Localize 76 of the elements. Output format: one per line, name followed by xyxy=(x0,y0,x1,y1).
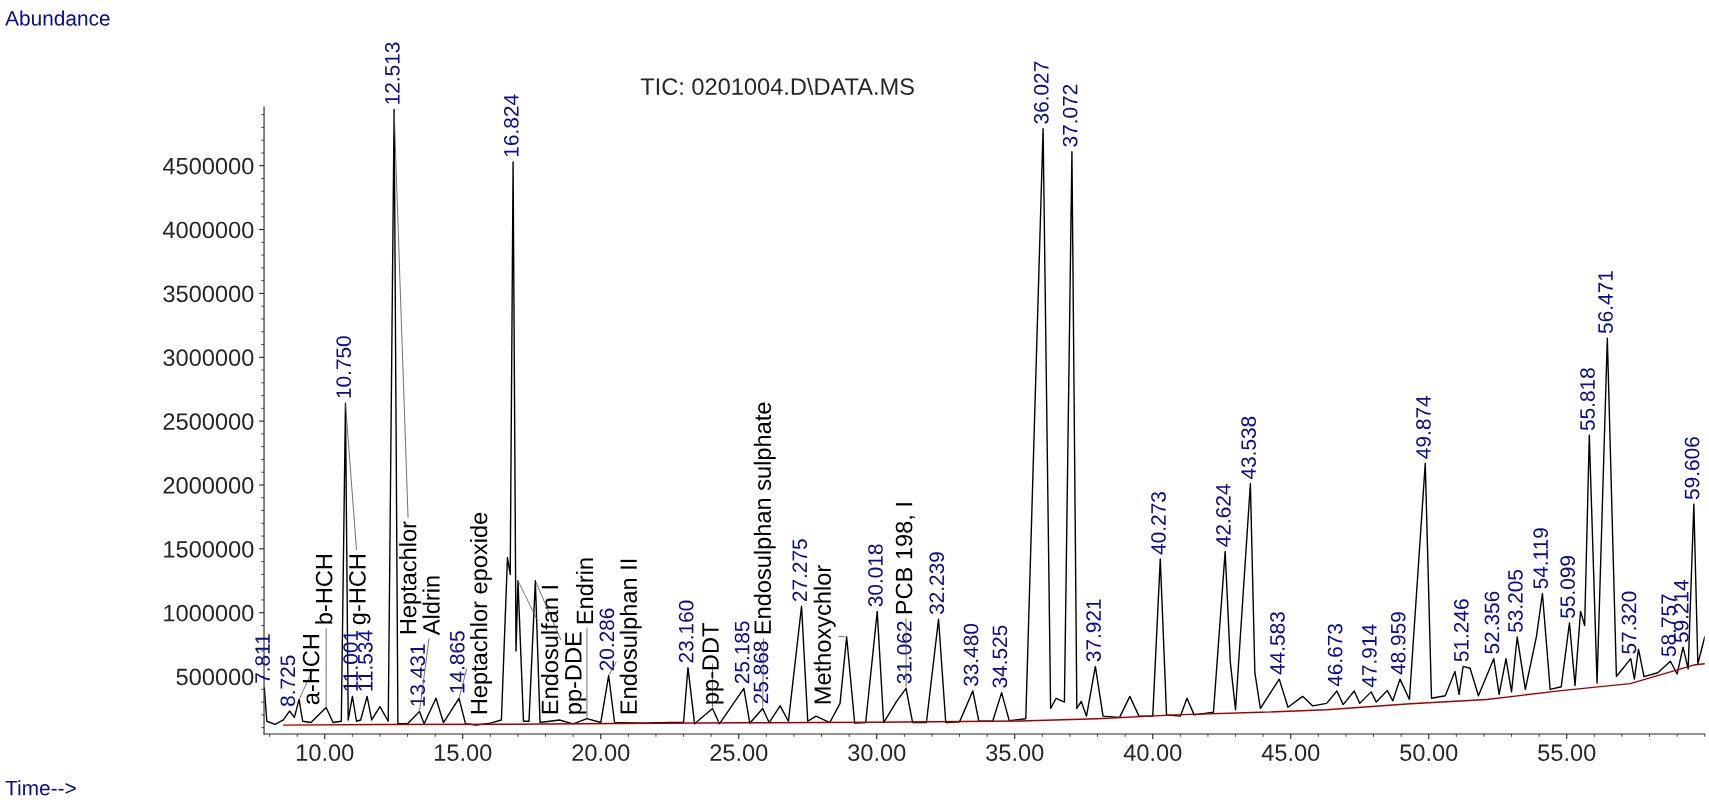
annotation: 34.525 xyxy=(992,625,1008,688)
annotation: 54.119 xyxy=(1533,528,1549,589)
chart-title: TIC: 0201004.D\DATA.MS xyxy=(640,77,914,95)
y-tick-label: 1500000 xyxy=(164,540,254,558)
annotation: 40.273 xyxy=(1151,492,1166,555)
annotation: 25.868 xyxy=(753,641,769,704)
annotation: 57.320 xyxy=(1621,591,1637,654)
annotation: 43.538 xyxy=(1241,416,1256,480)
x-tick-label: 50.00 xyxy=(1400,744,1458,762)
annotation: 52.356 xyxy=(1484,591,1500,654)
annotation: 55.818 xyxy=(1580,368,1595,431)
annotation: 51.246 xyxy=(1453,599,1469,662)
annotation: 10.750 xyxy=(336,336,352,398)
x-tick-label: 35.00 xyxy=(986,744,1044,762)
annotation: Endosulphan sulphate xyxy=(753,402,776,634)
annotation: 46.673 xyxy=(1327,624,1343,687)
annotation: 49.874 xyxy=(1416,396,1431,459)
annotation: 20.286 xyxy=(599,608,615,671)
x-tick-label: 45.00 xyxy=(1261,744,1320,762)
x-tick-label: 20.00 xyxy=(572,744,630,762)
x-tick-label: 10.00 xyxy=(297,744,354,762)
annotation: Endosulphan II xyxy=(619,559,642,714)
annotation: Endosulfan I xyxy=(540,586,559,714)
annotation: 13.431 xyxy=(410,644,426,706)
annotation: 7.811 xyxy=(255,634,270,683)
annotation: b-HCH xyxy=(315,554,333,624)
annotation: g-HCH xyxy=(349,554,371,625)
annotation: 11.001 xyxy=(343,631,358,691)
annotation: Endrin xyxy=(575,558,594,624)
x-tick-label: 40.00 xyxy=(1123,744,1182,762)
annotation: 30.018 xyxy=(868,544,883,607)
y-tick-label: 4000000 xyxy=(162,221,254,239)
annotation: Heptachlor epoxide xyxy=(470,512,493,714)
y-tick-label: 1000000 xyxy=(164,604,254,622)
annotation: 11.534 xyxy=(357,630,373,691)
annotation: 31.062 xyxy=(896,621,912,684)
y-tick-label: 3500000 xyxy=(163,285,254,303)
annotation: 44.583 xyxy=(1270,612,1285,675)
annotation: 59.606 xyxy=(1684,437,1700,500)
annotation: 55.099 xyxy=(1560,556,1576,618)
x-tick-label: 30.00 xyxy=(848,744,906,762)
annotation: 37.921 xyxy=(1086,599,1101,662)
annotation: 37.072 xyxy=(1062,84,1078,147)
y-axis-title: Abundance xyxy=(5,10,110,26)
annotation: 23.160 xyxy=(678,600,694,663)
annotation: 25.185 xyxy=(734,621,750,684)
x-axis-title: Time--> xyxy=(5,780,76,796)
annotation: 8.725 xyxy=(280,655,296,706)
annotation: Heptachlor xyxy=(399,521,422,634)
annotation: 12.513 xyxy=(384,42,400,104)
annotation: Methoxychlor xyxy=(813,565,836,704)
annotation: 42.624 xyxy=(1216,484,1231,547)
y-tick-label: 2000000 xyxy=(163,477,254,494)
annotation: PCB 198, I xyxy=(895,503,916,614)
y-tick-label: 4500000 xyxy=(162,157,254,175)
annotation: 36.027 xyxy=(1033,61,1049,124)
annotation: pp-DDE xyxy=(565,632,587,714)
annotation: 48.959 xyxy=(1390,612,1406,675)
x-tick-label: 15.00 xyxy=(435,744,492,762)
annotation: 27.275 xyxy=(792,539,808,602)
annotation: a-HCH xyxy=(302,634,320,705)
x-tick-label: 25.00 xyxy=(710,744,768,762)
annotation: 16.824 xyxy=(503,94,519,157)
annotation: pp-DDT xyxy=(702,623,724,704)
y-tick-label: 3000000 xyxy=(163,349,254,367)
annotation: 33.480 xyxy=(963,623,979,687)
annotation: 56.471 xyxy=(1598,271,1613,334)
y-tick-label: 500000 xyxy=(176,668,254,686)
annotation: 53.205 xyxy=(1508,569,1523,632)
annotation: Aldrin xyxy=(422,576,440,636)
x-tick-label: 55.00 xyxy=(1538,744,1596,762)
annotation: 58.757 xyxy=(1661,594,1677,657)
annotation: 32.239 xyxy=(929,552,945,615)
y-tick-label: 2500000 xyxy=(163,413,254,430)
annotation: 14.865 xyxy=(449,631,465,693)
annotation: 47.914 xyxy=(1362,624,1377,688)
